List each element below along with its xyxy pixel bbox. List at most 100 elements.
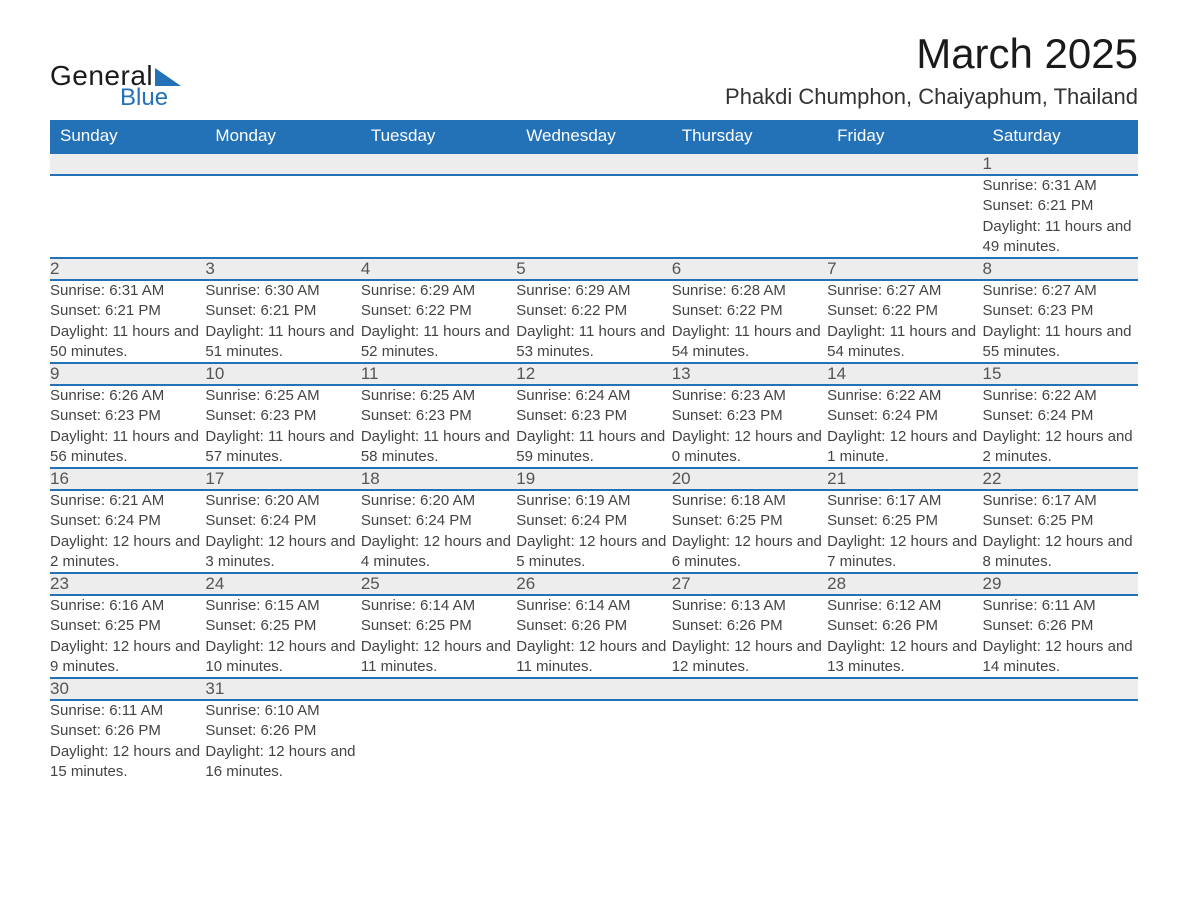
day-number: 18 [361, 469, 380, 488]
day-detail-cell: Sunrise: 6:25 AMSunset: 6:23 PMDaylight:… [205, 385, 360, 468]
day-number-cell: 21 [827, 468, 982, 490]
sunrise-text: Sunrise: 6:22 AM [827, 386, 982, 406]
daylight-text: Daylight: 12 hours and 13 minutes. [827, 637, 982, 678]
day-number-cell: 26 [516, 573, 671, 595]
sunset-text: Sunset: 6:24 PM [205, 511, 360, 531]
day-number-cell: 23 [50, 573, 205, 595]
day-number-cell: 4 [361, 258, 516, 280]
dayheader-mon: Monday [205, 120, 360, 153]
daylight-text: Daylight: 12 hours and 16 minutes. [205, 742, 360, 783]
day-number: 12 [516, 364, 535, 383]
sunset-text: Sunset: 6:23 PM [205, 406, 360, 426]
location-subtitle: Phakdi Chumphon, Chaiyaphum, Thailand [725, 84, 1138, 110]
day-number-cell [672, 678, 827, 700]
day-detail-cell: Sunrise: 6:25 AMSunset: 6:23 PMDaylight:… [361, 385, 516, 468]
sunset-text: Sunset: 6:24 PM [50, 511, 205, 531]
day-number-cell: 10 [205, 363, 360, 385]
day-detail-cell [50, 175, 205, 258]
day-number: 20 [672, 469, 691, 488]
day-number-cell: 5 [516, 258, 671, 280]
month-title: March 2025 [725, 30, 1138, 78]
week-detail-row: Sunrise: 6:11 AMSunset: 6:26 PMDaylight:… [50, 700, 1138, 782]
day-detail-cell: Sunrise: 6:28 AMSunset: 6:22 PMDaylight:… [672, 280, 827, 363]
day-number: 2 [50, 259, 59, 278]
daylight-text: Daylight: 12 hours and 15 minutes. [50, 742, 205, 783]
daylight-text: Daylight: 12 hours and 6 minutes. [672, 532, 827, 573]
day-number-cell: 25 [361, 573, 516, 595]
daylight-text: Daylight: 11 hours and 56 minutes. [50, 427, 205, 468]
day-number: 13 [672, 364, 691, 383]
day-number-cell [827, 153, 982, 175]
daylight-text: Daylight: 12 hours and 7 minutes. [827, 532, 982, 573]
day-number-cell [983, 678, 1138, 700]
sunset-text: Sunset: 6:22 PM [516, 301, 671, 321]
day-detail-cell: Sunrise: 6:11 AMSunset: 6:26 PMDaylight:… [50, 700, 205, 782]
sunrise-text: Sunrise: 6:31 AM [983, 176, 1138, 196]
sunset-text: Sunset: 6:23 PM [50, 406, 205, 426]
daylight-text: Daylight: 12 hours and 5 minutes. [516, 532, 671, 573]
day-detail-cell: Sunrise: 6:22 AMSunset: 6:24 PMDaylight:… [827, 385, 982, 468]
day-detail-cell: Sunrise: 6:31 AMSunset: 6:21 PMDaylight:… [983, 175, 1138, 258]
header: General Blue March 2025 Phakdi Chumphon,… [50, 30, 1138, 110]
day-number: 21 [827, 469, 846, 488]
day-number: 5 [516, 259, 525, 278]
daylight-text: Daylight: 12 hours and 11 minutes. [516, 637, 671, 678]
day-number-cell [205, 153, 360, 175]
sunset-text: Sunset: 6:22 PM [827, 301, 982, 321]
sunset-text: Sunset: 6:25 PM [50, 616, 205, 636]
day-number-cell: 17 [205, 468, 360, 490]
week-daynum-row: 1 [50, 153, 1138, 175]
week-detail-row: Sunrise: 6:21 AMSunset: 6:24 PMDaylight:… [50, 490, 1138, 573]
sunset-text: Sunset: 6:22 PM [672, 301, 827, 321]
daylight-text: Daylight: 12 hours and 9 minutes. [50, 637, 205, 678]
day-number: 7 [827, 259, 836, 278]
week-detail-row: Sunrise: 6:31 AMSunset: 6:21 PMDaylight:… [50, 280, 1138, 363]
day-number-cell: 24 [205, 573, 360, 595]
week-daynum-row: 23242526272829 [50, 573, 1138, 595]
daylight-text: Daylight: 12 hours and 10 minutes. [205, 637, 360, 678]
sunrise-text: Sunrise: 6:14 AM [516, 596, 671, 616]
sunset-text: Sunset: 6:26 PM [205, 721, 360, 741]
day-number-cell: 6 [672, 258, 827, 280]
daylight-text: Daylight: 12 hours and 2 minutes. [983, 427, 1138, 468]
sunset-text: Sunset: 6:26 PM [672, 616, 827, 636]
sunset-text: Sunset: 6:21 PM [50, 301, 205, 321]
day-detail-cell: Sunrise: 6:14 AMSunset: 6:26 PMDaylight:… [516, 595, 671, 678]
day-number-cell: 12 [516, 363, 671, 385]
sunset-text: Sunset: 6:26 PM [827, 616, 982, 636]
sunrise-text: Sunrise: 6:19 AM [516, 491, 671, 511]
day-number: 31 [205, 679, 224, 698]
sunset-text: Sunset: 6:25 PM [827, 511, 982, 531]
daylight-text: Daylight: 11 hours and 55 minutes. [983, 322, 1138, 363]
sunset-text: Sunset: 6:25 PM [205, 616, 360, 636]
day-number: 8 [983, 259, 992, 278]
week-daynum-row: 2345678 [50, 258, 1138, 280]
day-number-cell: 29 [983, 573, 1138, 595]
day-detail-cell: Sunrise: 6:31 AMSunset: 6:21 PMDaylight:… [50, 280, 205, 363]
day-number-cell: 31 [205, 678, 360, 700]
daylight-text: Daylight: 12 hours and 2 minutes. [50, 532, 205, 573]
daylight-text: Daylight: 11 hours and 49 minutes. [983, 217, 1138, 258]
day-detail-cell [983, 700, 1138, 782]
title-block: March 2025 Phakdi Chumphon, Chaiyaphum, … [725, 30, 1138, 110]
dayheader-thu: Thursday [672, 120, 827, 153]
day-number-cell: 28 [827, 573, 982, 595]
sunrise-text: Sunrise: 6:10 AM [205, 701, 360, 721]
day-number: 6 [672, 259, 681, 278]
day-number: 14 [827, 364, 846, 383]
day-detail-cell: Sunrise: 6:10 AMSunset: 6:26 PMDaylight:… [205, 700, 360, 782]
sunrise-text: Sunrise: 6:16 AM [50, 596, 205, 616]
day-detail-cell: Sunrise: 6:29 AMSunset: 6:22 PMDaylight:… [516, 280, 671, 363]
day-number-cell: 15 [983, 363, 1138, 385]
day-detail-cell [205, 175, 360, 258]
sunrise-text: Sunrise: 6:11 AM [50, 701, 205, 721]
day-detail-cell [361, 700, 516, 782]
daylight-text: Daylight: 12 hours and 3 minutes. [205, 532, 360, 573]
day-detail-cell: Sunrise: 6:20 AMSunset: 6:24 PMDaylight:… [361, 490, 516, 573]
day-detail-cell: Sunrise: 6:26 AMSunset: 6:23 PMDaylight:… [50, 385, 205, 468]
sunrise-text: Sunrise: 6:24 AM [516, 386, 671, 406]
sunrise-text: Sunrise: 6:25 AM [205, 386, 360, 406]
week-daynum-row: 16171819202122 [50, 468, 1138, 490]
day-detail-cell: Sunrise: 6:29 AMSunset: 6:22 PMDaylight:… [361, 280, 516, 363]
day-detail-cell: Sunrise: 6:20 AMSunset: 6:24 PMDaylight:… [205, 490, 360, 573]
